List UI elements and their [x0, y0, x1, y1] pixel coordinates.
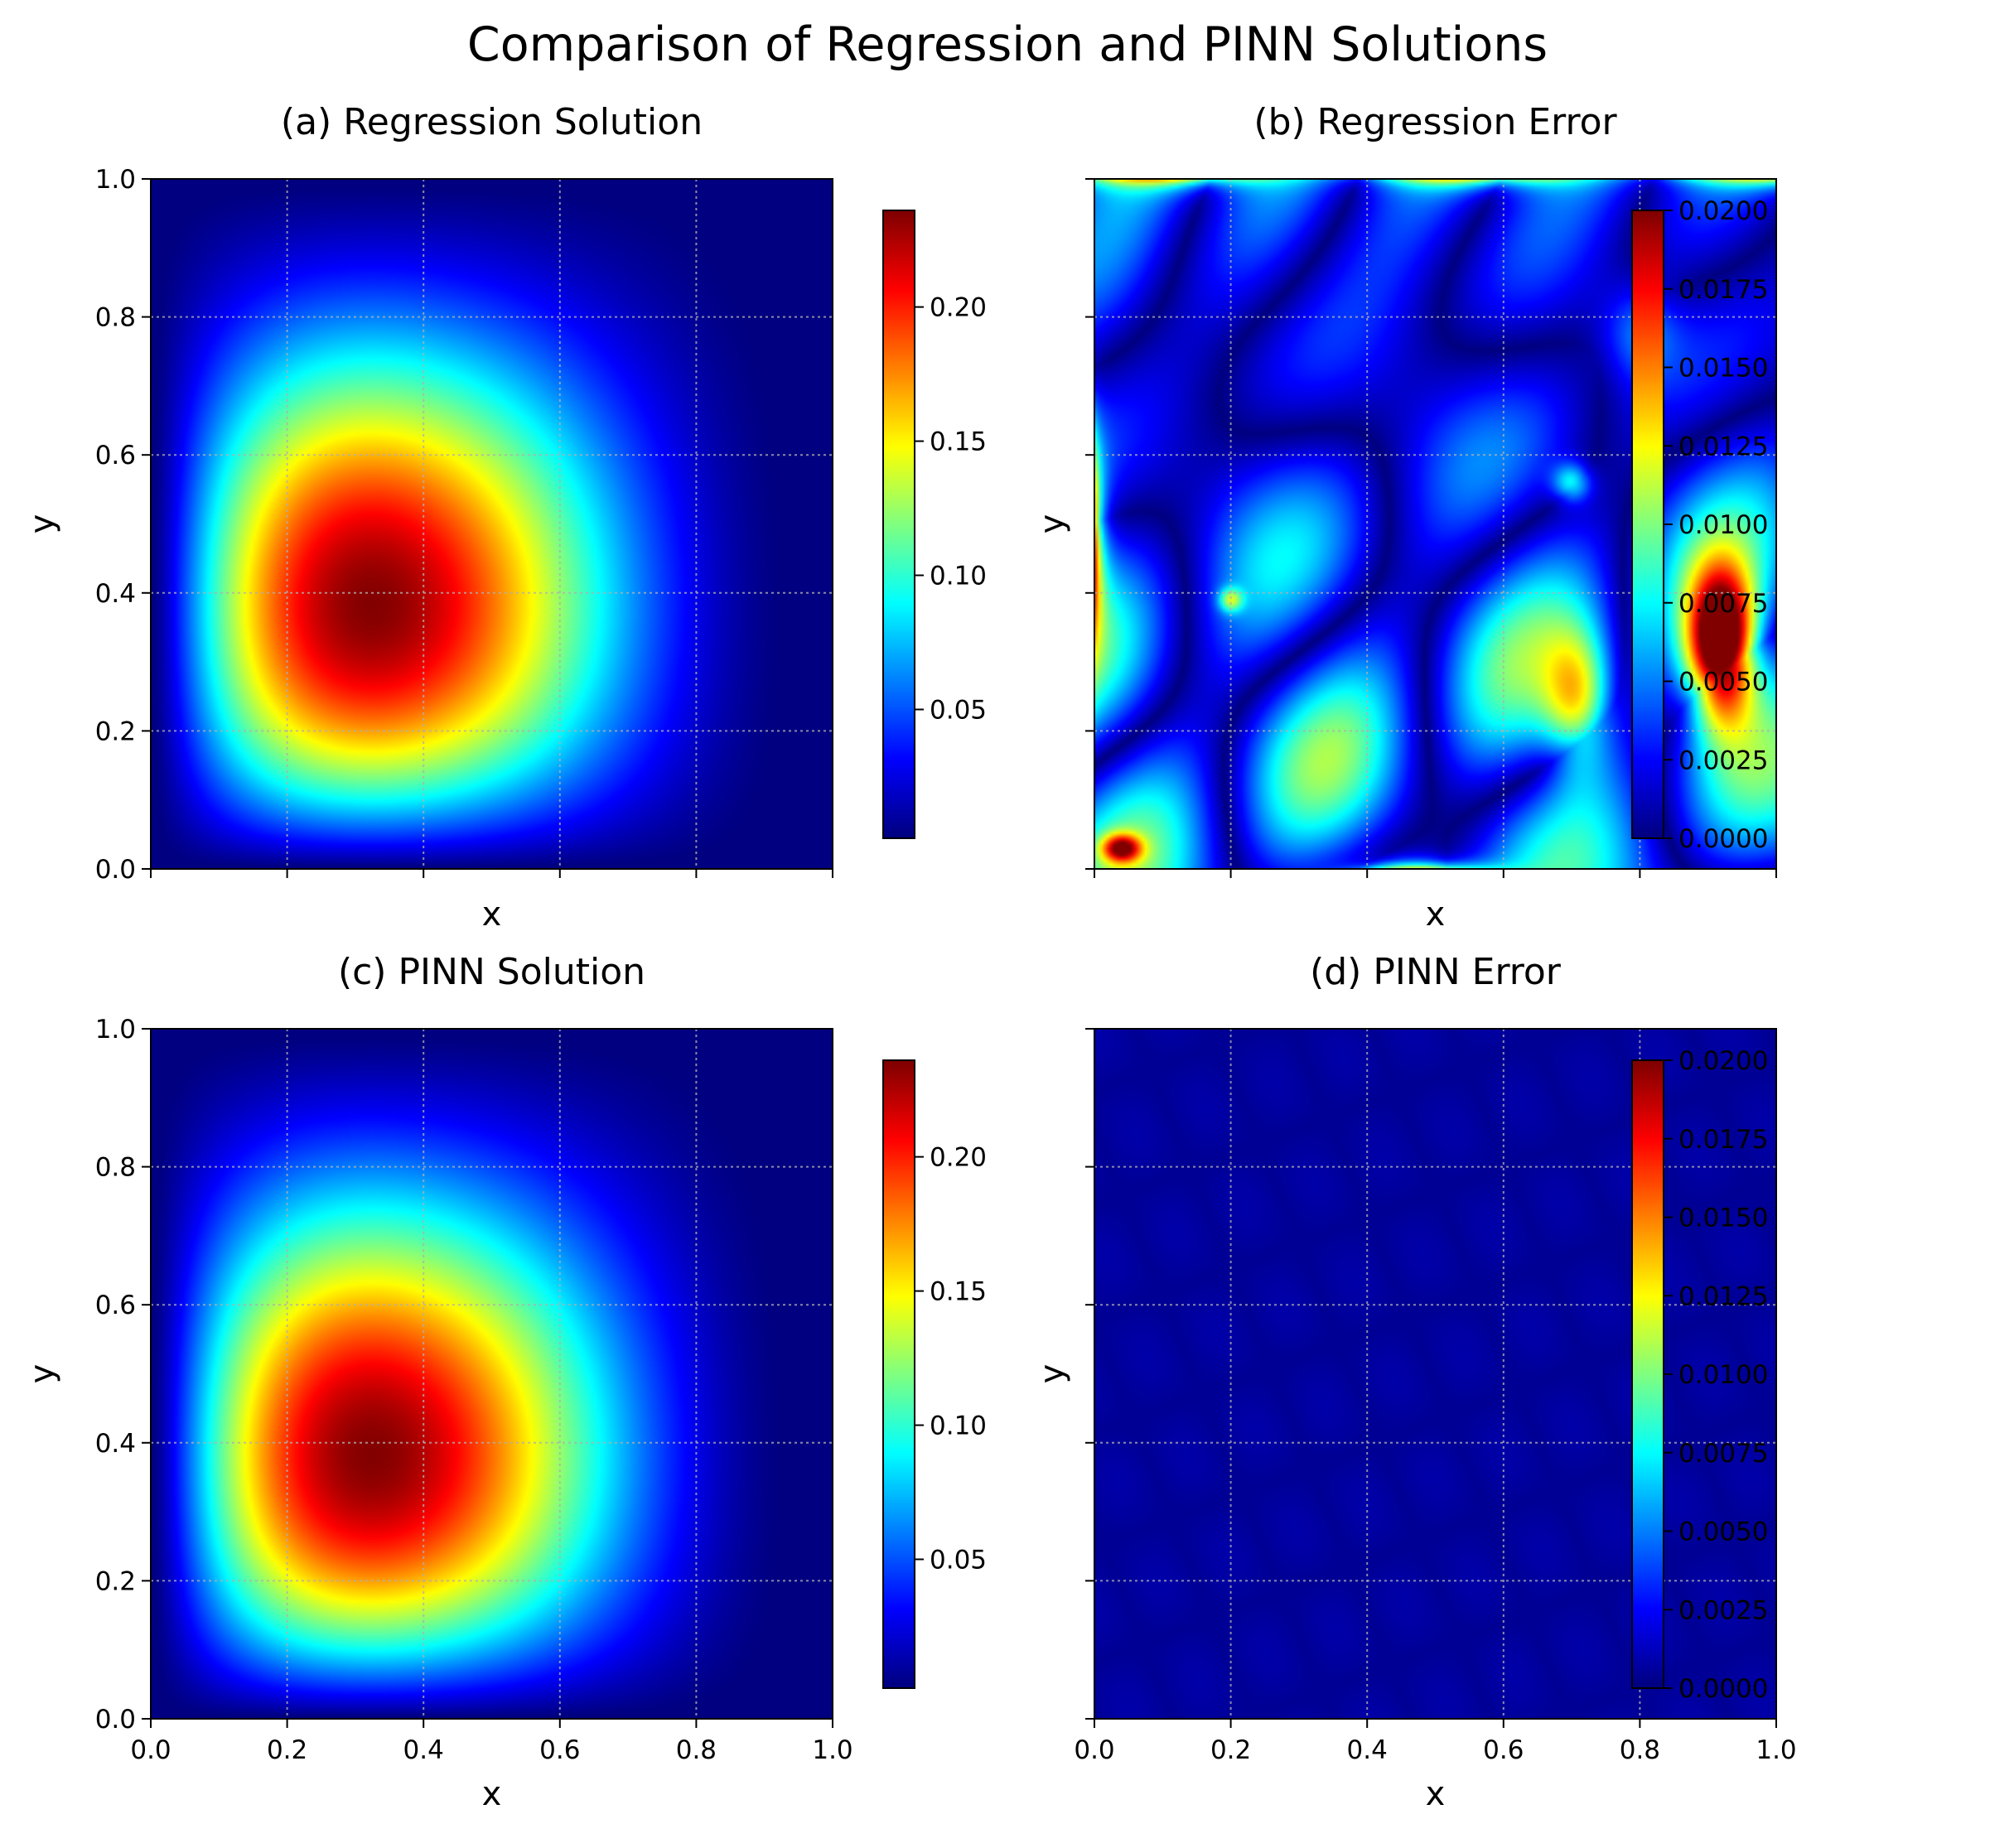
- panel-d-xtick-label-1: 0.2: [1210, 1735, 1251, 1765]
- panel-c-colorbar-frame: [882, 1059, 915, 1689]
- panel-c-xtick-label-0: 0.0: [130, 1735, 171, 1765]
- panel-b-heatmap: [1094, 179, 1776, 869]
- panel-c-ylabel: y: [23, 1364, 61, 1384]
- panel-b-colorbar-tick-label-4: 0.0100: [1678, 510, 1768, 540]
- panel-b-colorbar-tick-label-7: 0.0175: [1678, 275, 1768, 305]
- panel-c-xtick-label-3: 0.6: [539, 1735, 580, 1765]
- panel-d-colorbar-tick-label-0: 0.0000: [1678, 1674, 1768, 1704]
- panels: (a) Regression Solution 0.0 0.2 0.4 0.6 0.8 1.…: [23, 101, 1797, 1813]
- panel-c-heatmap: [151, 1029, 833, 1719]
- panel-d-colorbar-tick-label-3: 0.0075: [1678, 1439, 1768, 1469]
- panel-b-colorbar-tick-label-6: 0.0150: [1678, 354, 1768, 384]
- panel-c-colorbar-tick-label-3: 0.20: [930, 1143, 987, 1173]
- panel-c-ytick-label-5: 1.0: [95, 1015, 136, 1045]
- panel-c-xtick-label-5: 1.0: [812, 1735, 852, 1765]
- panel-c-ytick-label-4: 0.8: [95, 1153, 136, 1183]
- panel-b-title: (b) Regression Error: [1253, 101, 1617, 143]
- panel-d-xtick-label-3: 0.6: [1483, 1735, 1524, 1765]
- panel-c-xtick-label-4: 0.8: [676, 1735, 717, 1765]
- panel-b-colorbar-tick-label-0: 0.0000: [1678, 824, 1768, 854]
- panel-d-xlabel: x: [1426, 1775, 1446, 1813]
- panel-d-colorbar-tick-label-6: 0.0150: [1678, 1204, 1768, 1233]
- panel-d-colorbar-tick-label-2: 0.0050: [1678, 1517, 1768, 1547]
- panel-a-ylabel: y: [23, 514, 61, 534]
- panel-c-xlabel: x: [482, 1775, 502, 1813]
- panel-c-colorbar-tick-label-1: 0.10: [930, 1411, 987, 1441]
- panel-c-colorbar: [883, 1060, 915, 1688]
- panel-c-ytick-label-3: 0.6: [95, 1291, 136, 1320]
- panel-d-xtick-label-0: 0.0: [1074, 1735, 1114, 1765]
- panel-b-ylabel: y: [1033, 514, 1071, 534]
- panel-d-ylabel: y: [1033, 1364, 1071, 1384]
- panel-d-colorbar: [1632, 1060, 1664, 1688]
- panel-b-colorbar-tick-label-2: 0.0050: [1678, 668, 1768, 697]
- figure-title: Comparison of Regression and PINN Soluti…: [467, 17, 1548, 72]
- panel-c: (c) PINN Solution 0.00.0 0.2 0.2 0.4 0.4 0.6 0.…: [23, 951, 987, 1813]
- panel-d-colorbar-tick-label-8: 0.0200: [1678, 1046, 1768, 1076]
- panel-b-frame: [1094, 178, 1777, 870]
- panel-d-frame: [1094, 1028, 1777, 1720]
- panel-a-heatmap: [151, 179, 833, 869]
- panel-a-xlabel: x: [482, 895, 502, 934]
- panel-a-colorbar-tick-label-3: 0.20: [930, 293, 987, 323]
- panel-d-xtick-label-5: 1.0: [1756, 1735, 1796, 1765]
- panel-b-colorbar-tick-label-8: 0.0200: [1678, 196, 1768, 226]
- panel-c-ytick-label-1: 0.2: [95, 1566, 136, 1596]
- panel-d-xtick-label-2: 0.4: [1347, 1735, 1388, 1765]
- panel-c-xtick-label-2: 0.4: [403, 1735, 444, 1765]
- panel-d: (d) PINN Error 0.0 0.2 0.4 0.6 0.8 1.0 x y 0.0000…: [1033, 951, 1797, 1813]
- panel-d-colorbar-tick-label-5: 0.0125: [1678, 1281, 1768, 1311]
- panel-a-ytick-label-2: 0.4: [95, 579, 136, 609]
- panel-a-ytick-label-0: 0.0: [95, 855, 136, 885]
- panel-a-colorbar: [883, 210, 915, 838]
- panel-a-colorbar-tick-label-2: 0.15: [930, 427, 987, 457]
- panel-a-ytick-label-3: 0.6: [95, 441, 136, 470]
- panel-c-ytick-label-0: 0.0: [95, 1705, 136, 1735]
- panel-b-colorbar: [1632, 210, 1664, 838]
- panel-a-title: (a) Regression Solution: [281, 101, 703, 143]
- panel-a-colorbar-frame: [882, 210, 915, 839]
- panel-d-colorbar-tick-label-7: 0.0175: [1678, 1125, 1768, 1155]
- panel-a-ytick-label-1: 0.2: [95, 717, 136, 746]
- panel-c-frame: [150, 1028, 833, 1720]
- panel-c-colorbar-tick-label-0: 0.05: [930, 1546, 987, 1575]
- panel-a-colorbar-tick-label-0: 0.05: [930, 696, 987, 726]
- panel-d-title: (d) PINN Error: [1310, 951, 1562, 993]
- panel-a-ytick-label-4: 0.8: [95, 303, 136, 333]
- panel-c-title: (c) PINN Solution: [338, 951, 645, 993]
- panel-b-xlabel: x: [1426, 895, 1446, 934]
- panel-a-frame: [150, 178, 833, 870]
- panel-b: (b) Regression Error x y 0.0000 0.0025 0.0050…: [1033, 101, 1777, 934]
- panel-d-colorbar-tick-label-4: 0.0100: [1678, 1360, 1768, 1390]
- panel-b-colorbar-tick-label-1: 0.0025: [1678, 745, 1768, 775]
- panel-b-colorbar-tick-label-3: 0.0075: [1678, 589, 1768, 619]
- panel-d-xtick-label-4: 0.8: [1620, 1735, 1660, 1765]
- panel-b-colorbar-tick-label-5: 0.0125: [1678, 432, 1768, 461]
- panel-c-colorbar-tick-label-2: 0.15: [930, 1277, 987, 1307]
- panel-d-heatmap: [1094, 1029, 1776, 1719]
- panel-a-colorbar-tick-label-1: 0.10: [930, 562, 987, 591]
- panel-a-ytick-label-5: 1.0: [95, 165, 136, 195]
- panel-c-ytick-label-2: 0.4: [95, 1429, 136, 1459]
- panel-a: (a) Regression Solution 0.0 0.2 0.4 0.6 0.8 1.…: [23, 101, 987, 934]
- panel-d-colorbar-tick-label-1: 0.0025: [1678, 1595, 1768, 1625]
- panel-c-xtick-label-1: 0.2: [267, 1735, 307, 1765]
